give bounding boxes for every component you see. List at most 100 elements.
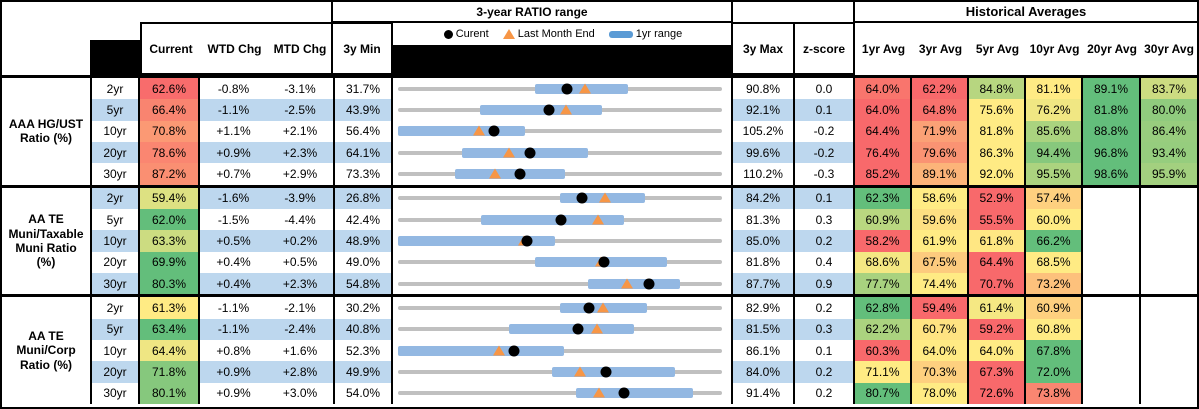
wtd-change-cell: -1.6% [200,187,267,209]
30yr-avg-cell: 83.7% [1141,78,1197,100]
current-marker [572,323,584,335]
3yr-avg-cell: 64.8% [912,99,969,121]
range-chart-cell [393,297,733,319]
range-track [398,278,722,290]
table-row-2: 10yr 64.4% +0.8% +1.6% 52.3% 86.1% 0.1 60.3% 64.… [92,340,1197,362]
last-month-marker [560,104,573,115]
5yr-avg-cell: 67.3% [969,361,1026,383]
range-chart-cell [393,340,733,362]
1yr-avg-cell: 85.2% [855,163,912,185]
range-chart-cell [393,361,733,383]
1yr-avg-cell: 64.4% [855,120,912,142]
current-value-cell: 87.2% [140,163,200,185]
1yr-avg-cell: 77.7% [855,272,912,295]
3y-min-cell: 49.0% [333,251,393,273]
5yr-avg-cell: 59.2% [969,318,1026,340]
current-marker [643,278,655,290]
chart-title-text: 3-year RATIO range [476,4,588,19]
mtd-change-cell: -3.1% [267,78,333,100]
last-month-marker [591,323,604,334]
30yr-avg-cell [1141,187,1197,209]
z-score-cell: 0.3 [795,318,855,340]
tenor-cell: 10yr [92,120,140,142]
3y-min-cell: 54.8% [333,272,393,295]
range-chart-cell [393,382,733,404]
1yr-avg-cell: 71.1% [855,361,912,383]
legend-range-label: 1yr range [635,28,683,40]
group-rows: 2yr 62.6% -0.8% -3.1% 31.7% 90.8% 0.0 64.0% 62.2… [92,78,1197,185]
3y-max-cell: 99.6% [733,141,795,164]
current-value-cell: 64.4% [140,340,200,362]
table-row-1: 5yr 63.4% -1.1% -2.4% 40.8% 81.5% 0.3 62.2% 60.7… [92,318,1197,340]
column-header-3y-max: 3y Max [731,22,795,75]
20yr-avg-cell [1083,272,1141,295]
current-marker [600,366,612,378]
table-row-3: 20yr 71.8% +0.9% +2.8% 49.9% 84.0% 0.2 71.1% 70.… [92,361,1197,383]
30yr-avg-cell: 95.9% [1141,163,1197,185]
range-track [398,366,722,378]
wtd-change-cell: +0.5% [200,230,267,252]
20yr-avg-cell [1083,297,1141,319]
30yr-avg-cell: 93.4% [1141,141,1197,164]
current-marker [598,256,610,268]
wtd-change-cell: +0.9% [200,141,267,164]
3y-max-cell: 86.1% [733,340,795,362]
3y-max-cell: 81.3% [733,209,795,231]
group-label: AAA HG/UST Ratio (%) [2,78,92,185]
one-year-range-band [551,366,676,377]
mtd-change-cell: +1.6% [267,340,333,362]
one-year-range-band [480,104,603,115]
column-header-z-score: z-score [793,22,855,75]
3y-max-cell: 110.2% [733,163,795,185]
30yr-avg-cell: 80.0% [1141,99,1197,121]
range-chart-cell [393,230,733,252]
column-header-3y-min: 3y Min [331,22,393,75]
one-year-range-band [455,168,565,179]
10yr-avg-cell: 57.4% [1026,187,1083,209]
30yr-avg-cell [1141,382,1197,404]
legend-last-month-label: Last Month End [517,28,595,40]
legend-item-last-month: Last Month End [502,28,595,40]
tenor-cell: 5yr [92,318,140,340]
legend-item-current: Curent [443,28,489,40]
one-year-range-band [398,345,564,356]
current-value-cell: 71.8% [140,361,200,383]
mtd-change-cell: -2.4% [267,318,333,340]
30yr-avg-cell [1141,318,1197,340]
mtd-change-cell: +2.1% [267,120,333,142]
range-chart-cell [393,318,733,340]
range-track [398,104,722,116]
3yr-avg-cell: 70.3% [912,361,969,383]
tenor-cell: 30yr [92,163,140,185]
1yr-avg-cell: 68.6% [855,251,912,273]
z-score-cell: 0.4 [795,251,855,273]
current-marker [555,214,567,226]
3y-min-cell: 48.9% [333,230,393,252]
last-month-marker [596,302,609,313]
1yr-avg-cell: 76.4% [855,141,912,164]
5yr-avg-cell: 72.6% [969,382,1026,404]
table-row-2: 10yr 63.3% +0.5% +0.2% 48.9% 85.0% 0.2 58.2% 61.… [92,230,1197,252]
tenor-cell: 20yr [92,251,140,273]
wtd-change-cell: +0.9% [200,361,267,383]
30yr-avg-cell: 86.4% [1141,120,1197,142]
20yr-avg-cell [1083,340,1141,362]
mtd-change-cell: +0.5% [267,251,333,273]
range-chart-cell [393,163,733,185]
group-rows: 2yr 59.4% -1.6% -3.9% 26.8% 84.2% 0.1 62.3% 58.6… [92,187,1197,295]
10yr-avg-cell: 85.6% [1026,120,1083,142]
column-header-wtd-chg: WTD Chg [207,41,262,56]
1yr-avg-cell: 64.0% [855,78,912,100]
table-row-4: 30yr 87.2% +0.7% +2.9% 73.3% 110.2% -0.3 85.2% 8… [92,163,1197,185]
3y-min-cell: 54.0% [333,382,393,404]
1yr-avg-cell: 80.7% [855,382,912,404]
range-track [398,387,722,399]
z-score-cell: 0.2 [795,361,855,383]
10yr-avg-cell: 72.0% [1026,361,1083,383]
3y-min-cell: 64.1% [333,141,393,164]
last-month-marker [574,366,587,377]
tenor-header-black-cell [90,40,140,75]
20yr-avg-cell: 98.6% [1083,163,1141,185]
z-score-cell: 0.9 [795,272,855,295]
range-track [398,214,722,226]
